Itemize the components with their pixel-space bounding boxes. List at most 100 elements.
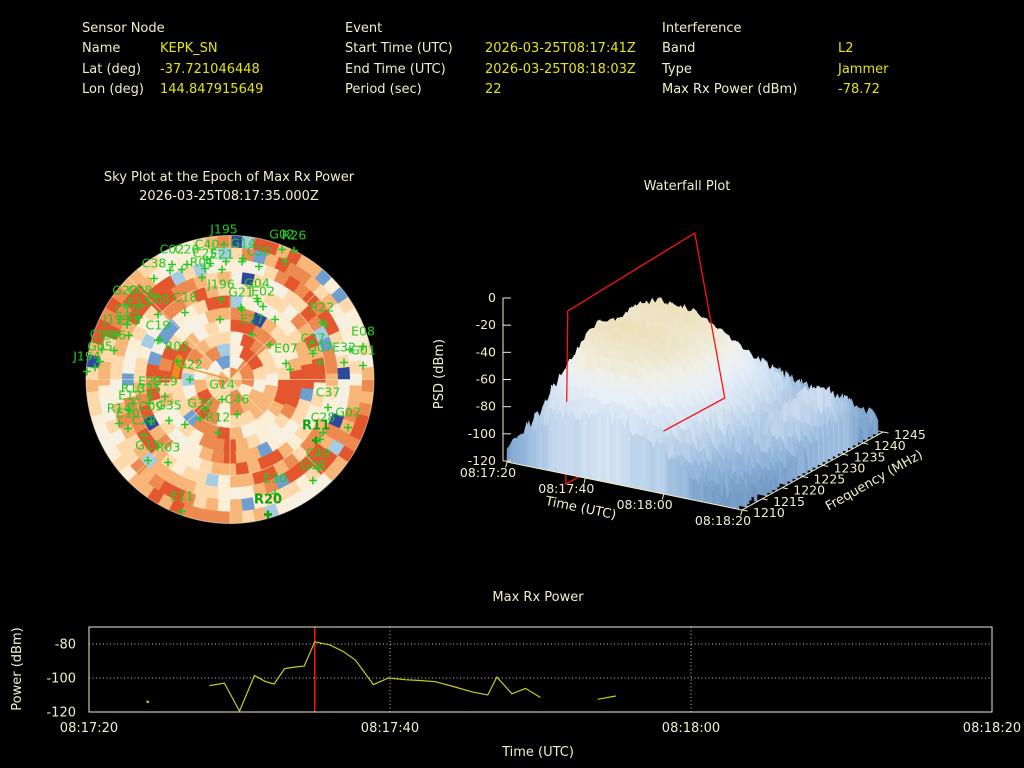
svg-text:E29: E29 (138, 374, 162, 389)
svg-text:G20: G20 (112, 283, 138, 298)
sky-plot-heatmap (85, 235, 375, 524)
svg-text:-40: -40 (476, 344, 496, 359)
svg-text:R26: R26 (282, 228, 307, 243)
svg-text:0: 0 (488, 290, 496, 305)
svg-text:E21: E21 (210, 247, 234, 262)
svg-text:J194: J194 (72, 349, 101, 364)
svg-text:G02: G02 (269, 227, 295, 242)
svg-text:08:18:20: 08:18:20 (963, 721, 1021, 736)
svg-text:08:18:00: 08:18:00 (662, 721, 720, 736)
svg-text:J199: J199 (102, 312, 131, 327)
svg-text:C15: C15 (115, 302, 140, 317)
svg-text:08:17:20: 08:17:20 (60, 721, 118, 736)
svg-text:08:17:20: 08:17:20 (460, 465, 516, 480)
svg-text:C27: C27 (301, 331, 326, 346)
sky-plot-title: Sky Plot at the Epoch of Max Rx Power (104, 170, 355, 185)
svg-text:R22: R22 (310, 300, 335, 315)
svg-text:1210: 1210 (753, 505, 785, 520)
name-label: Name (82, 41, 121, 57)
svg-text:E13: E13 (127, 295, 151, 310)
waterfall-title: Waterfall Plot (644, 179, 731, 194)
svg-text:C46: C46 (225, 392, 250, 407)
svg-text:-20: -20 (476, 317, 496, 332)
svg-text:C35: C35 (137, 381, 162, 396)
svg-text:C02: C02 (160, 242, 185, 257)
svg-text:-60: -60 (476, 372, 496, 387)
svg-text:E28: E28 (117, 313, 141, 328)
event-heading: Event (345, 21, 383, 36)
sky-plot-epoch: 2026-03-25T08:17:35.000Z (139, 189, 319, 204)
start-time-label: Start Time (UTC) (345, 41, 453, 57)
svg-text:G19: G19 (152, 374, 178, 389)
svg-text:08:17:40: 08:17:40 (361, 721, 419, 736)
type-value: Jammer (838, 61, 889, 77)
svg-text:C26: C26 (175, 242, 200, 257)
period-value: 22 (485, 82, 502, 98)
event-section: Event Start Time (UTC) 2026-03-25T08:17:4… (345, 19, 636, 101)
svg-text:-80: -80 (55, 638, 76, 653)
svg-text:C06: C06 (90, 327, 115, 342)
interference-heading: Interference (662, 21, 742, 36)
svg-text:1235: 1235 (854, 449, 886, 464)
svg-text:G02: G02 (335, 405, 361, 420)
svg-text:08:17:40: 08:17:40 (538, 481, 594, 496)
svg-text:08:18:00: 08:18:00 (617, 497, 673, 512)
svg-text:1225: 1225 (813, 472, 845, 487)
name-value: KEPK_SN (160, 41, 218, 57)
svg-text:C28: C28 (311, 410, 336, 425)
svg-text:E07: E07 (274, 341, 298, 356)
power-chart-title: Max Rx Power (492, 590, 584, 605)
period-label: Period (sec) (345, 82, 422, 98)
svg-text:C40: C40 (195, 237, 220, 252)
svg-text:R01: R01 (190, 255, 215, 270)
svg-text:C05: C05 (146, 292, 171, 307)
svg-text:G15: G15 (135, 438, 161, 453)
svg-text:R13: R13 (121, 381, 146, 396)
svg-text:G08: G08 (300, 458, 326, 473)
svg-text:J195: J195 (209, 222, 238, 237)
svg-text:E27: E27 (240, 312, 264, 327)
time-axis-label: Time (UTC) (501, 745, 574, 760)
max-rx-power-label: Max Rx Power (dBm) (662, 82, 798, 98)
type-label: Type (662, 61, 692, 77)
band-label: Band (662, 41, 696, 57)
svg-text:1220: 1220 (793, 483, 825, 498)
sensor-node-heading: Sensor Node (82, 21, 165, 36)
svg-text:G22: G22 (177, 357, 203, 372)
svg-text:E10: E10 (116, 406, 140, 421)
svg-text:C09: C09 (139, 399, 164, 414)
svg-text:1245: 1245 (894, 427, 926, 442)
svg-text:1230: 1230 (834, 460, 866, 475)
svg-text:R03: R03 (156, 440, 181, 455)
interference-section: Interference Band L2 Type Jammer Max Rx Po… (662, 19, 888, 101)
svg-text:1240: 1240 (874, 438, 906, 453)
svg-text:G14: G14 (209, 377, 235, 392)
svg-text:E06: E06 (102, 328, 126, 343)
svg-text:J196: J196 (206, 277, 235, 292)
svg-text:1215: 1215 (773, 494, 805, 509)
svg-text:E30: E30 (263, 471, 287, 486)
svg-text:E02: E02 (251, 284, 275, 299)
end-time-value: 2026-03-25T08:18:03Z (485, 61, 636, 77)
svg-text:E12: E12 (118, 388, 142, 403)
svg-text:-120: -120 (46, 706, 76, 721)
svg-text:C25: C25 (193, 246, 218, 261)
start-time-value: 2026-03-25T08:17:41Z (485, 41, 636, 57)
max-rx-power-value: -78.72 (838, 82, 880, 98)
svg-text:E08: E08 (351, 324, 375, 339)
svg-text:-80: -80 (476, 399, 496, 414)
lat-label: Lat (deg) (82, 61, 142, 77)
svg-text:08:18:20: 08:18:20 (695, 513, 751, 528)
svg-text:R11: R11 (302, 419, 330, 434)
svg-text:R02: R02 (165, 339, 190, 354)
lon-label: Lon (deg) (82, 82, 144, 98)
svg-text:C37: C37 (316, 385, 341, 400)
svg-text:C08: C08 (128, 283, 153, 298)
svg-text:R12: R12 (206, 410, 231, 425)
svg-text:E11: E11 (170, 489, 194, 504)
sensor-node-section: Sensor Node Name KEPK_SN Lat (deg) -37.721… (82, 19, 263, 101)
